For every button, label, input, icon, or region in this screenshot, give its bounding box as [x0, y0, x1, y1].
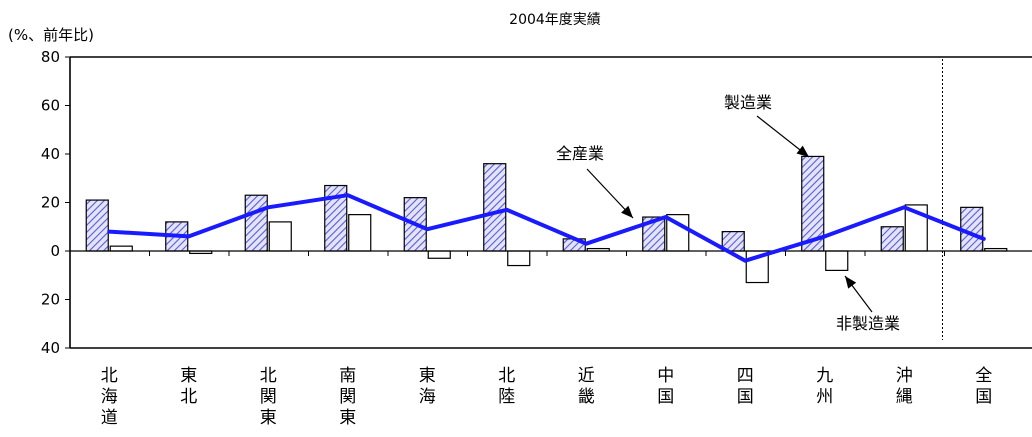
x-tick-label: 関: [339, 387, 356, 407]
x-tick-label: 全: [975, 366, 992, 386]
x-tick-label: 近: [578, 366, 595, 386]
annotation-arrowhead: [845, 276, 857, 289]
bar-non-manufacturing: [109, 245, 133, 252]
y-tick-label: 40: [41, 339, 60, 357]
x-tick-label: 中: [657, 366, 674, 386]
annotation-label: 全産業: [556, 144, 604, 163]
x-tick-label: 東: [180, 366, 197, 386]
x-tick-label: 国: [657, 387, 674, 407]
bar-manufacturing: [483, 163, 507, 252]
bar-non-manufacturing: [427, 250, 451, 259]
x-tick-label: 東: [260, 408, 277, 428]
x-tick-label: 北: [260, 366, 277, 386]
plot-area: [69, 56, 1032, 349]
bar-manufacturing: [85, 199, 109, 252]
bar-manufacturing: [880, 226, 904, 252]
x-tick-label: 北: [498, 366, 515, 386]
annotation-arrowhead: [621, 205, 633, 218]
x-tick-label: 南: [339, 366, 356, 386]
annotation-label: 非製造業: [836, 314, 900, 333]
x-tick-label: 国: [975, 387, 992, 407]
x-tick-label: 陸: [498, 387, 515, 407]
x-tick-label: 東: [339, 408, 356, 428]
y-tick-label: 40: [41, 145, 60, 163]
y-tick-label: 60: [41, 97, 60, 115]
x-tick-label: 北: [180, 387, 197, 407]
y-tick-label: 20: [41, 291, 60, 309]
annotation-label: 製造業: [724, 93, 772, 112]
line-all-industries: [107, 193, 986, 263]
x-tick-label: 関: [260, 387, 277, 407]
x-tick-label: 北: [101, 366, 118, 386]
bar-non-manufacturing: [507, 250, 531, 267]
y-tick-label: 80: [41, 48, 60, 66]
x-tick-label: 東: [419, 366, 436, 386]
bar-non-manufacturing: [825, 250, 849, 271]
x-tick-label: 九: [816, 366, 833, 386]
bar-non-manufacturing: [268, 221, 292, 252]
y-axis-label: (%、前年比): [8, 26, 94, 44]
x-tick-label: 国: [737, 387, 754, 407]
bar-non-manufacturing: [348, 214, 372, 252]
x-tick-label: 畿: [578, 387, 595, 407]
y-tick-label: 20: [41, 194, 60, 212]
chart-title: 2004年度実績: [509, 12, 601, 28]
x-tick-label: 州: [816, 387, 833, 407]
x-tick-label: 沖: [896, 366, 913, 386]
x-tick-label: 海: [419, 387, 436, 407]
y-tick-label: 0: [50, 242, 60, 260]
x-tick-label: 海: [101, 387, 118, 407]
x-tick-label: 四: [737, 366, 754, 386]
annotation-arrowhead: [796, 145, 809, 157]
x-tick-label: 縄: [896, 387, 913, 407]
y-axis-ticks: 80 60 40 20 0 40 20: [41, 48, 70, 357]
x-tick-label: 道: [101, 408, 118, 428]
bar-manufacturing: [244, 194, 268, 252]
